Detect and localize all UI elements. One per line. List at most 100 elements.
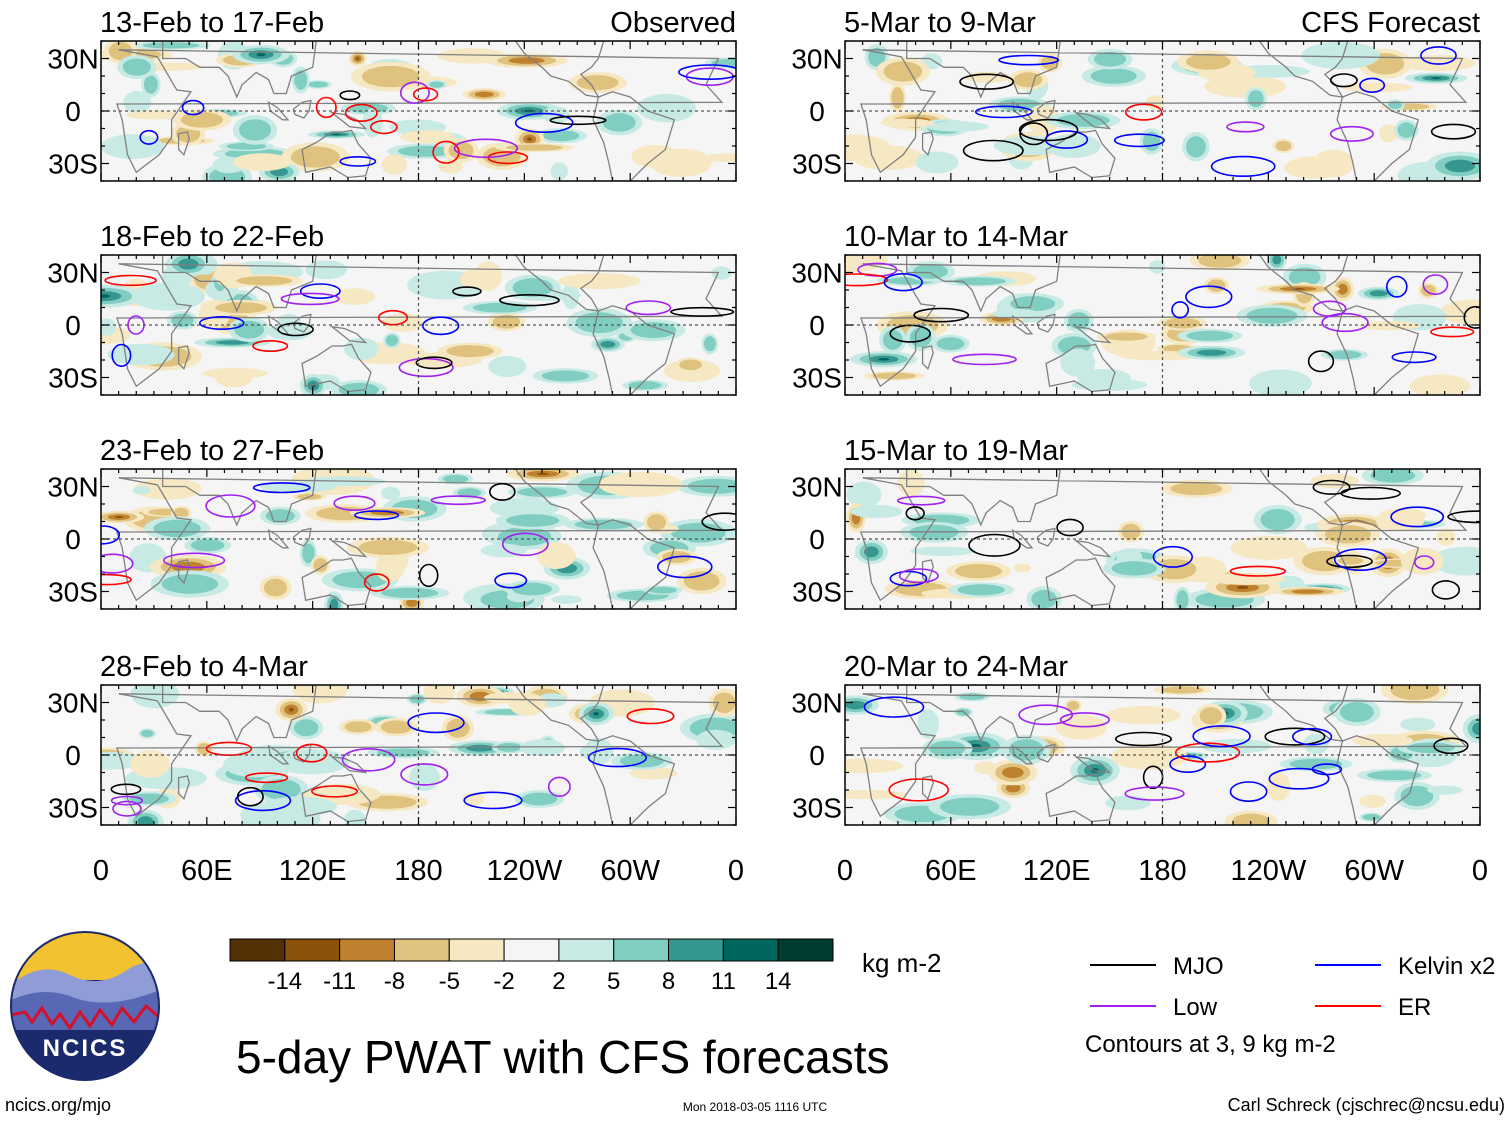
anomaly-blob — [1370, 469, 1416, 483]
wave-contour — [101, 573, 132, 586]
footer-url[interactable]: ncics.org/mjo — [5, 1095, 111, 1115]
wave-contour — [1124, 103, 1163, 121]
wave-contour — [339, 90, 361, 101]
anomaly-blob — [466, 744, 495, 752]
anomaly-blob — [446, 345, 494, 358]
map-panel: 30N 0 30S 5-Mar to 9-Mar CFS Forecast — [791, 7, 1481, 182]
anomaly-blob — [488, 355, 527, 377]
lon-tick-label: 120E — [1023, 855, 1091, 887]
map-panel: 30N 0 30S 10-Mar to 14-Mar — [791, 221, 1481, 396]
anomaly-blob — [1327, 350, 1362, 360]
anomaly-blob — [1071, 378, 1147, 391]
colorbar-swatch — [503, 938, 560, 962]
wave-contour — [418, 563, 439, 588]
lat-tick-label: 0 — [65, 740, 81, 771]
anomaly-blob — [506, 514, 560, 527]
wave-contour — [112, 800, 142, 817]
lon-tick-label: 60E — [925, 855, 977, 887]
ncics-logo: NCICS — [10, 931, 160, 1081]
wave-contour — [1210, 155, 1276, 177]
panel-grid: 30N 0 30S 13-Feb to 17-Feb Observed 30N 0 30S 18… — [47, 7, 1481, 826]
anomaly-blob — [1176, 590, 1189, 609]
anomaly-blob — [142, 42, 200, 49]
anomaly-blob — [442, 474, 469, 483]
wave-contour — [494, 572, 528, 589]
lon-tick-label: 0 — [1472, 855, 1488, 887]
wave-contour — [975, 105, 1033, 119]
anomaly-blob — [1145, 95, 1165, 110]
anomaly-blob — [409, 695, 425, 704]
anomaly-blob — [260, 481, 336, 493]
wave-contour — [1169, 755, 1207, 774]
anomaly-blob — [1400, 547, 1444, 575]
wave-contour — [883, 273, 923, 292]
wave-contour — [399, 81, 430, 104]
panel-ticks — [100, 684, 737, 826]
anomaly-blob — [679, 359, 702, 371]
wave-contour — [968, 533, 1021, 557]
wave-contour — [104, 274, 157, 287]
legend-label: MJO — [1173, 953, 1224, 980]
lon-tick-label: 180 — [1138, 855, 1186, 887]
anomaly-blob — [880, 118, 935, 128]
anomaly-blob — [130, 750, 170, 778]
anomaly-blob — [1397, 122, 1416, 138]
colorbar-tick-label: 5 — [607, 968, 620, 995]
panel-ticks — [844, 468, 1481, 610]
wave-contour — [1268, 767, 1330, 790]
anomaly-blob — [537, 472, 549, 476]
anomaly-blob — [1090, 68, 1137, 84]
anomaly-blob — [1196, 349, 1227, 356]
anomaly-blob — [1367, 770, 1422, 781]
anomaly-blob — [1289, 758, 1343, 770]
anomaly-blob — [1186, 136, 1206, 158]
anomaly-blob — [1406, 742, 1455, 754]
lat-tick-label: 30N — [47, 44, 98, 75]
anomaly-blob — [631, 144, 679, 168]
lon-tick-label: 0 — [93, 855, 109, 887]
lon-tick-label: 0 — [728, 855, 744, 887]
lat-tick-label: 0 — [809, 310, 825, 341]
wave-contour — [587, 747, 648, 768]
anomaly-blob — [1369, 290, 1388, 297]
wave-contour — [1124, 786, 1185, 801]
colorbar-tick-label: -2 — [493, 968, 514, 995]
anomaly-blob — [1186, 330, 1234, 341]
wave-contour — [299, 283, 341, 299]
anomaly-blob — [1230, 535, 1308, 560]
logo-ring — [10, 931, 160, 1081]
wave-contour — [101, 525, 121, 545]
anomaly-blob — [602, 113, 636, 132]
anomaly-blob — [292, 685, 348, 704]
colorbar-tick-label: 2 — [552, 968, 565, 995]
wave-contour — [1185, 285, 1233, 309]
anomaly-blob — [1272, 255, 1282, 265]
wave-contour — [913, 307, 970, 323]
anomaly-blob — [380, 720, 412, 734]
anomaly-blob — [1439, 299, 1480, 325]
panel-ticks — [100, 468, 737, 610]
map-panel: 30N 0 30S 28-Feb to 4-Mar — [47, 651, 737, 826]
map-panel: 30N 0 30S 18-Feb to 22-Feb — [47, 221, 737, 396]
anomaly-blob — [344, 721, 372, 733]
anomaly-blob — [637, 93, 696, 123]
lon-tick-label: 60E — [181, 855, 233, 887]
wave-contour — [625, 300, 672, 316]
lat-tick-label: 0 — [65, 310, 81, 341]
lon-tick-label: 0 — [837, 855, 853, 887]
anomaly-blob — [1291, 589, 1324, 594]
anomaly-blob — [519, 739, 566, 757]
anomaly-blob — [1161, 686, 1204, 694]
wave-contour — [280, 292, 340, 306]
anomaly-blob — [1409, 374, 1471, 395]
anomaly-blob — [600, 341, 616, 348]
anomaly-blob — [913, 264, 948, 279]
wave-contour — [1390, 506, 1445, 528]
wave-contour — [398, 357, 454, 378]
anomaly-blob — [173, 507, 189, 519]
anomaly-blob — [263, 578, 288, 597]
anomaly-blob — [628, 381, 662, 390]
wave-contour — [310, 785, 358, 798]
column-label: CFS Forecast — [1301, 7, 1480, 39]
wave-contour — [407, 712, 465, 734]
